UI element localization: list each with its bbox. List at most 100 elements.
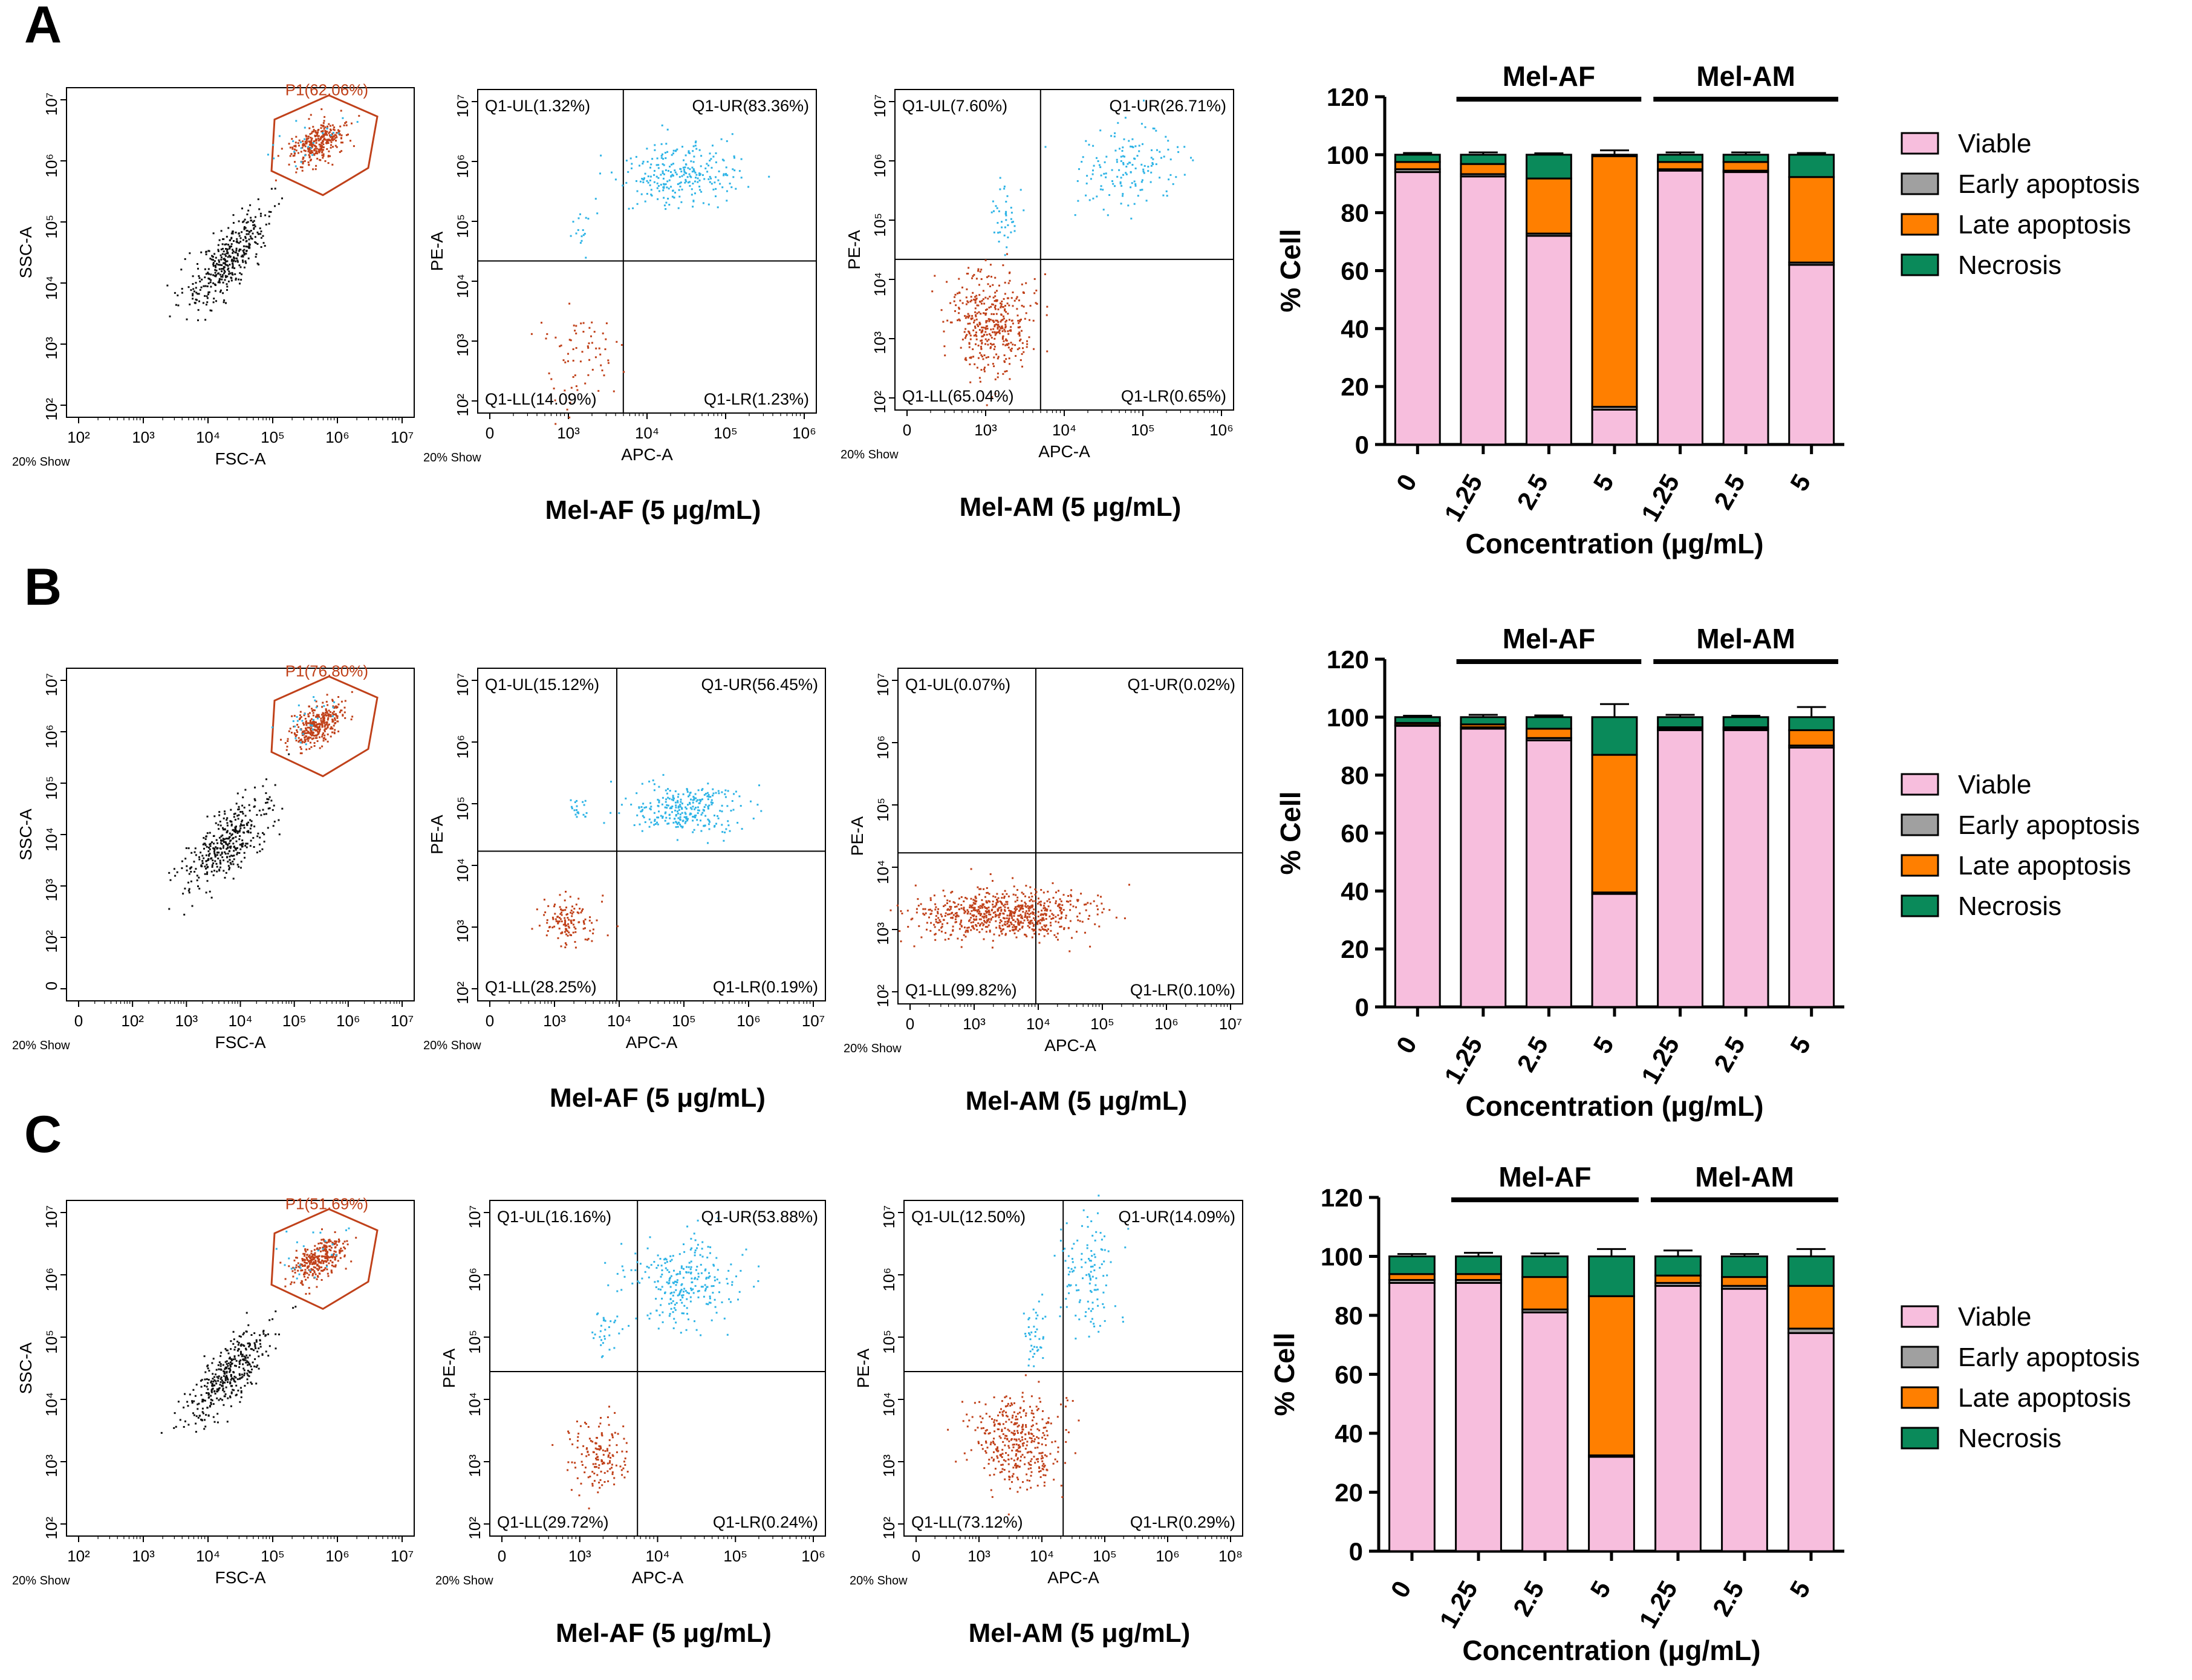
event-dot [306,141,308,143]
event-dot [963,926,966,929]
event-dot [169,315,171,317]
event-dot [320,130,323,132]
event-dot [224,1395,226,1398]
event-dot [1003,905,1005,907]
event-dot [969,363,971,365]
gated-cloud-alt [267,117,359,168]
event-dot [220,289,222,291]
y-tick-label: 10⁴ [871,272,889,296]
event-dot [330,136,332,138]
event-dot [220,1352,223,1354]
x-tick-label: 10³ [132,428,155,446]
event-dot [1031,904,1033,907]
event-dot [1046,314,1048,316]
event-dot [1099,188,1102,190]
event-dot [235,1365,237,1367]
event-dot [184,1393,186,1395]
event-dot [565,924,568,926]
event-dot [1006,893,1008,895]
event-dot [601,1484,603,1486]
event-dot [610,812,612,814]
event-dot [975,331,977,334]
event-dot [230,1359,233,1361]
event-dot [593,1451,595,1453]
event-dot [215,300,217,302]
event-dot [238,1341,240,1344]
event-dot [1017,319,1020,322]
event-dot [307,722,309,724]
event-dot [731,133,733,135]
event-dot [969,338,972,340]
event-dot [585,1455,588,1457]
event-dot [975,315,977,317]
event-dot [305,724,308,726]
event-dot [226,824,229,827]
event-dot [547,905,550,907]
event-dot [224,262,226,265]
gate-label: P1(62.06%) [285,81,368,99]
event-dot [714,825,715,828]
event-dot [1007,895,1010,897]
x-tick-label: 10³ [963,1015,986,1033]
event-dot [1013,911,1015,913]
event-dot [316,729,318,731]
event-dot [1001,327,1003,330]
event-dot [943,919,945,921]
event-dot [1009,363,1011,365]
event-dot [574,1467,577,1469]
event-dot [649,179,651,181]
event-dot [314,734,317,737]
y-tick-label: 10³ [42,337,60,360]
event-dot [296,734,298,736]
event-dot [561,909,564,911]
event-dot [1035,891,1038,893]
event-dot [186,1401,189,1403]
event-dot [683,174,685,176]
event-dot [1001,336,1004,339]
event-dot [965,930,968,932]
event-dot [230,276,232,279]
event-dot [221,276,224,278]
event-dot [999,913,1001,915]
event-dot [700,155,703,157]
event-dot [970,296,972,298]
event-dot [237,809,239,810]
event-dot [981,302,983,305]
event-dot [575,903,577,906]
event-dot [233,1338,235,1341]
event-dot [241,824,243,827]
event-dot [579,360,582,363]
event-dot [322,132,324,134]
event-dot [312,1231,314,1234]
event-dot [640,193,643,195]
event-dot [1169,158,1172,161]
event-dot [959,299,961,302]
event-dot [735,790,737,793]
event-dot [1005,201,1007,203]
y-tick-label: 10⁴ [454,858,472,882]
event-dot [207,1367,209,1370]
event-dot [192,283,194,285]
event-dot [561,911,562,914]
event-dot [1007,925,1010,928]
event-dot [239,272,241,275]
event-dot [671,798,673,801]
event-dot [899,930,901,933]
event-dot [261,1353,264,1355]
event-dot [273,821,276,823]
event-dot [313,724,315,727]
event-dot [961,302,964,304]
event-dot [330,728,331,730]
event-dot [599,1422,602,1425]
event-dot [1046,350,1049,353]
event-dot [186,318,188,321]
event-dot [1125,166,1128,168]
event-dot [1000,313,1003,316]
event-dot [1012,305,1014,307]
event-dot [249,247,251,249]
event-dot [304,150,307,152]
event-dot [649,802,652,804]
event-dot [560,945,562,948]
event-dot [303,1273,305,1275]
